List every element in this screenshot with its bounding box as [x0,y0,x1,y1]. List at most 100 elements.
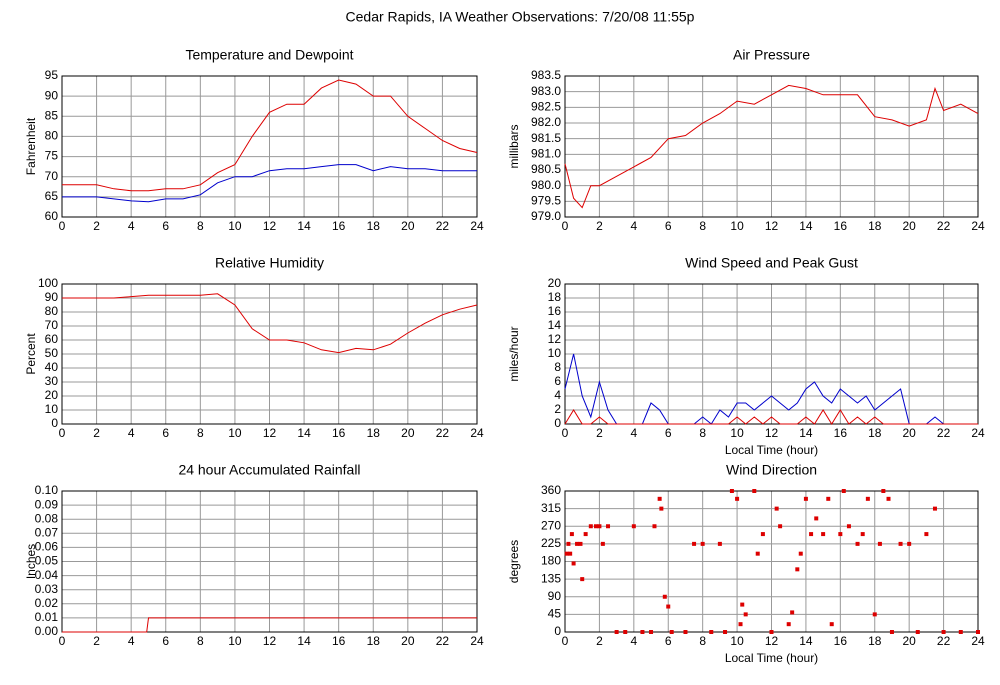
y-tick-label: 65 [45,189,59,203]
y-tick-label: 90 [45,290,59,304]
y-tick-label: 979.0 [531,209,561,223]
y-tick-label: 10 [548,346,562,360]
data-point [723,630,728,634]
data-point [692,541,697,546]
y-tick-label: 95 [45,68,59,82]
x-tick-label: 14 [297,634,311,648]
data-point [907,541,912,546]
y-tick-label: 20 [45,388,59,402]
x-tick-label: 10 [730,426,744,440]
data-point [865,496,870,501]
x-tick-label: 24 [470,219,484,233]
y-tick-label: 0.06 [35,540,59,554]
x-tick-label: 0 [59,426,66,440]
data-point [769,630,774,634]
x-tick-label: 20 [902,426,916,440]
x-tick-label: 10 [228,426,242,440]
y-tick-label: 981.5 [531,131,561,145]
x-tick-label: 4 [128,219,135,233]
y-tick-label: 16 [548,304,562,318]
data-point [932,506,937,511]
x-tick-label: 4 [128,426,135,440]
chart-title: Temperature and Dewpoint [185,47,353,63]
x-tick-label: 6 [665,634,672,648]
chart-title: Wind Speed and Peak Gust [685,255,858,271]
x-tick-label: 4 [630,634,637,648]
y-tick-label: 0.02 [35,596,59,610]
y-tick-label: 225 [541,536,561,550]
data-point [790,610,795,615]
x-tick-label: 6 [162,219,169,233]
data-point [743,612,748,617]
y-axis-label: degrees [507,540,521,583]
data-point [583,532,588,537]
y-tick-label: 100 [38,276,58,290]
y-tick-label: 981.0 [531,147,561,161]
y-tick-label: 14 [548,318,562,332]
x-tick-label: 22 [436,426,450,440]
y-tick-label: 70 [45,318,59,332]
x-tick-label: 4 [128,634,135,648]
chart-title: 24 hour Accumulated Rainfall [178,462,360,478]
data-point [829,622,834,627]
data-point [631,524,636,529]
y-tick-label: 270 [541,518,561,532]
y-tick-label: 360 [541,483,561,497]
x-tick-label: 20 [401,219,415,233]
y-tick-label: 6 [554,374,561,388]
x-tick-label: 6 [665,426,672,440]
x-axis-label: Local Time (hour) [725,651,818,665]
x-tick-label: 10 [730,219,744,233]
y-tick-label: 30 [45,374,59,388]
data-line [62,79,478,192]
x-tick-label: 12 [263,634,277,648]
data-point [659,506,664,511]
x-tick-label: 2 [596,426,603,440]
x-tick-label: 18 [367,219,381,233]
data-point [709,630,714,634]
data-point [597,524,602,529]
x-tick-label: 24 [971,426,985,440]
x-tick-label: 8 [699,219,706,233]
y-axis-label: Percent [24,333,38,375]
data-point [976,630,980,634]
y-tick-label: 180 [541,554,561,568]
plot-frame [61,75,478,218]
x-tick-label: 16 [834,219,848,233]
y-tick-label: 70 [45,169,59,183]
x-tick-label: 8 [699,634,706,648]
data-point [778,524,783,529]
data-point [649,630,654,634]
y-tick-label: 18 [548,290,562,304]
y-tick-label: 10 [45,402,59,416]
plot-frame [564,283,979,425]
x-tick-label: 20 [902,219,916,233]
x-tick-label: 16 [332,426,346,440]
x-tick-label: 8 [197,634,204,648]
y-tick-label: 315 [541,501,561,515]
data-point [786,622,791,627]
data-point [755,551,760,556]
y-tick-label: 0 [554,416,561,430]
x-tick-label: 14 [799,634,813,648]
data-point [798,551,803,556]
y-tick-label: 0 [554,624,561,638]
data-point [614,630,619,634]
data-point [700,541,705,546]
data-point [860,532,865,537]
data-point [898,541,903,546]
y-tick-label: 75 [45,149,59,163]
data-point [838,532,843,537]
y-tick-label: 12 [548,332,562,346]
y-tick-label: 0.07 [35,525,59,539]
x-tick-label: 24 [971,219,985,233]
x-tick-label: 0 [562,634,569,648]
data-point [593,524,598,529]
y-tick-label: 0.09 [35,497,59,511]
x-tick-label: 8 [197,219,204,233]
x-tick-label: 14 [799,219,813,233]
data-point [580,577,585,582]
y-tick-label: 0.04 [35,568,59,582]
x-tick-label: 12 [765,426,779,440]
data-line [564,84,979,209]
